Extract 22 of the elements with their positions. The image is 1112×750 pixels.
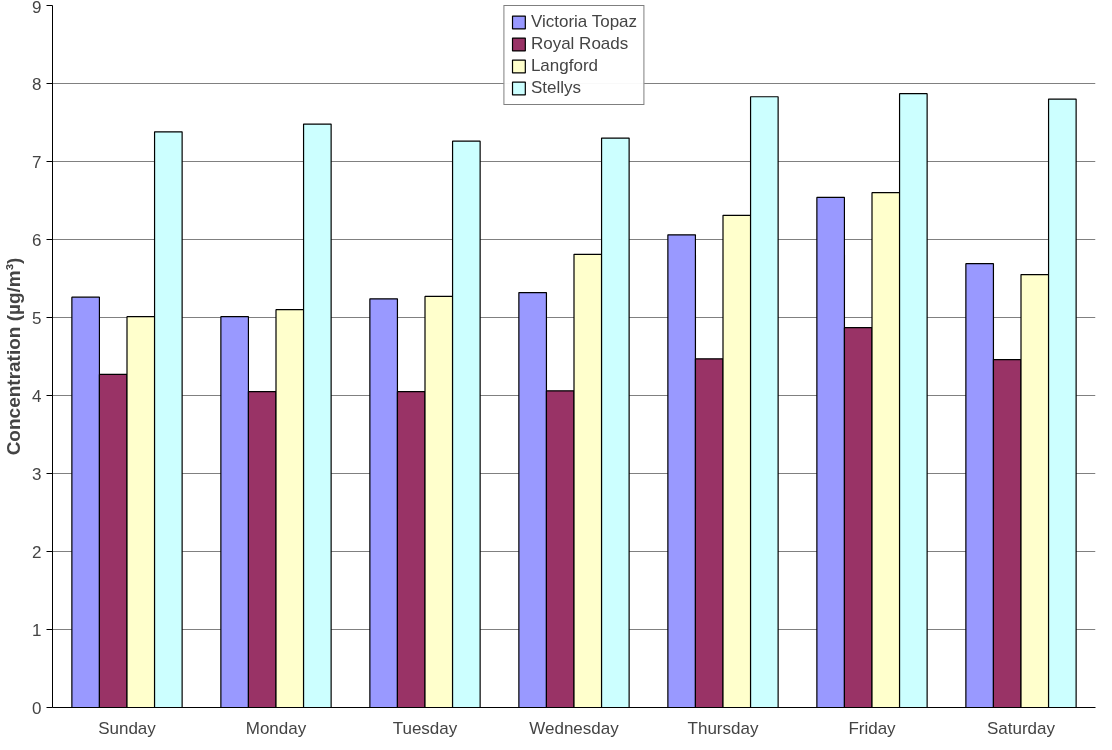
y-tick-label: 5 (32, 308, 42, 328)
legend-label: Langford (530, 56, 599, 76)
legend-label: Royal Roads (530, 34, 629, 54)
x-tick-label: Tuesday (392, 718, 458, 738)
y-tick-label: 8 (32, 74, 42, 94)
y-tick-label: 2 (32, 542, 42, 562)
y-tick-label: 0 (32, 698, 42, 718)
x-tick-label: Wednesday (529, 718, 620, 738)
x-tick-label: Monday (245, 718, 307, 738)
y-tick-label: 3 (32, 464, 42, 484)
y-axis-title: Concentration (µg/m³) (3, 257, 25, 456)
legend-label: Victoria Topaz (530, 12, 638, 32)
y-tick-label: 1 (32, 620, 42, 640)
x-tick-label: Sunday (98, 718, 157, 738)
legend-label: Stellys (530, 78, 581, 98)
y-tick-label: 4 (32, 386, 42, 406)
y-tick-label: 6 (32, 230, 42, 250)
x-tick-label: Thursday (687, 718, 759, 738)
y-tick-label: 9 (32, 0, 42, 17)
x-tick-label: Saturday (986, 718, 1056, 738)
y-tick-label: 7 (32, 152, 42, 172)
x-tick-label: Friday (848, 718, 897, 738)
